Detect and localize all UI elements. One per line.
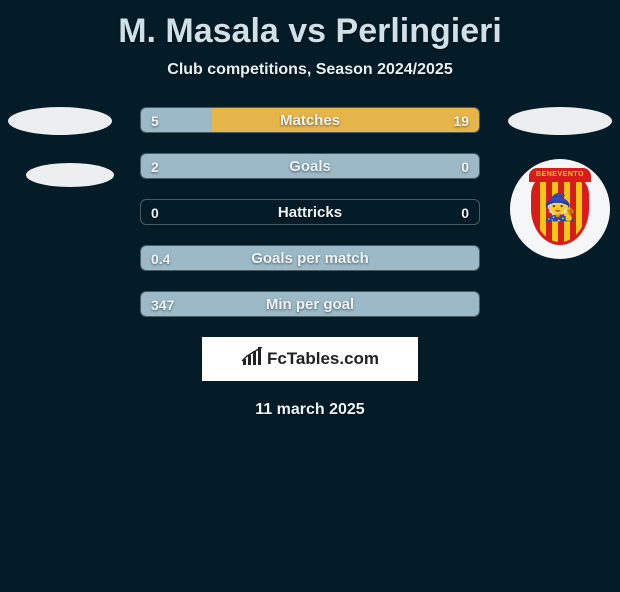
stat-label: Matches (141, 108, 479, 133)
stat-row: Goals2 0 (140, 153, 480, 179)
comparison-content: BENEVENTO 🧙 Matches519Goals20Hattricks00… (0, 107, 620, 419)
brand-chart-icon (241, 347, 263, 372)
club-badge: BENEVENTO 🧙 (510, 159, 610, 259)
subtitle: Club competitions, Season 2024/2025 (0, 61, 620, 79)
stat-value-right: 0 (461, 154, 469, 179)
stat-label: Goals (141, 154, 479, 179)
stat-value-left: 2 (151, 154, 159, 179)
stat-value-left: 5 (151, 108, 159, 133)
stat-value-right: 0 (461, 200, 469, 225)
stat-row: Goals per match0.4 (140, 245, 480, 271)
stat-label: Min per goal (141, 292, 479, 317)
stat-label: Hattricks (141, 200, 479, 225)
brand-text: FcTables.com (267, 349, 379, 369)
player-right-avatar: BENEVENTO 🧙 (508, 107, 612, 259)
stat-value-right: 19 (453, 108, 469, 133)
badge-shield: BENEVENTO 🧙 (531, 173, 589, 245)
stat-row: Matches5 19 (140, 107, 480, 133)
stat-value-left: 347 (151, 292, 174, 317)
stat-label: Goals per match (141, 246, 479, 271)
avatar-placeholder (508, 107, 612, 135)
player-left-avatar (8, 107, 114, 187)
brand-box: FcTables.com (202, 337, 418, 381)
page-title: M. Masala vs Perlingieri (0, 12, 620, 51)
stat-row: Min per goal347 (140, 291, 480, 317)
comparison-bars: Matches519Goals20Hattricks00Goals per ma… (140, 107, 480, 317)
stat-value-left: 0.4 (151, 246, 170, 271)
stat-value-left: 0 (151, 200, 159, 225)
date-label: 11 march 2025 (0, 401, 620, 419)
badge-witch-icon: 🧙 (544, 192, 576, 223)
stat-row: Hattricks0 0 (140, 199, 480, 225)
badge-banner: BENEVENTO (529, 168, 591, 182)
avatar-placeholder (8, 107, 112, 135)
club-placeholder (26, 163, 114, 187)
